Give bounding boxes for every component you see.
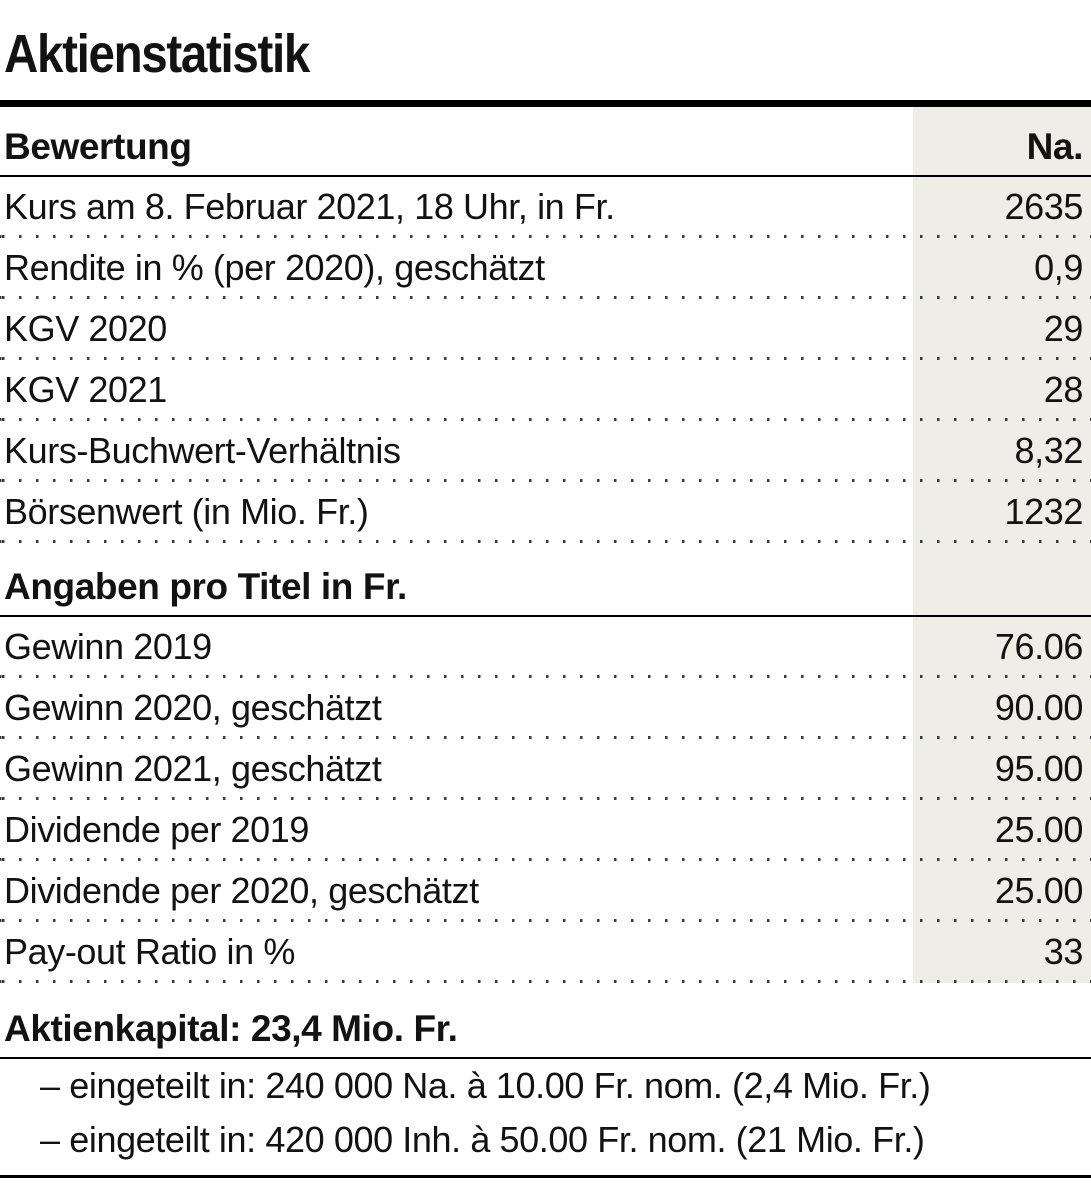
footer-note: – eingeteilt in: 240 000 Na. à 10.00 Fr.… — [40, 1065, 931, 1106]
table-row: Börsenwert (in Mio. Fr.) 1232 — [0, 482, 1091, 540]
section-header-row: Angaben pro Titel in Fr. — [0, 543, 1091, 615]
row-label: KGV 2021 — [4, 369, 167, 410]
dotted-divider — [0, 296, 1091, 299]
table-row: Pay-out Ratio in % 33 — [0, 922, 1091, 980]
row-value: 90.00 — [994, 687, 1083, 728]
dotted-divider — [0, 980, 1091, 983]
table-row: Kurs am 8. Februar 2021, 18 Uhr, in Fr. … — [0, 177, 1091, 235]
value-column-shade — [913, 107, 1091, 983]
table-row: Dividende per 2020, geschätzt 25.00 — [0, 861, 1091, 919]
row-value: 76.06 — [994, 626, 1083, 667]
footer-header: Aktienkapital: 23,4 Mio. Fr. — [4, 1008, 458, 1049]
table-row: Dividende per 2019 25.00 — [0, 800, 1091, 858]
dotted-divider — [0, 357, 1091, 360]
section-divider — [0, 175, 1091, 177]
dotted-divider — [0, 235, 1091, 238]
row-label: Kurs-Buchwert-Verhältnis — [4, 430, 401, 471]
row-label: KGV 2020 — [4, 308, 167, 349]
table-row: Gewinn 2019 76.06 — [0, 617, 1091, 675]
row-label: Pay-out Ratio in % — [4, 931, 295, 972]
column-header-na: Na. — [1026, 126, 1084, 167]
table-row: Gewinn 2021, geschätzt 95.00 — [0, 739, 1091, 797]
top-rule — [0, 100, 1091, 107]
row-label: Kurs am 8. Februar 2021, 18 Uhr, in Fr. — [4, 186, 615, 227]
dotted-divider — [0, 418, 1091, 421]
row-label: Dividende per 2020, geschätzt — [4, 870, 479, 911]
row-value: 25.00 — [994, 809, 1083, 850]
dotted-divider — [0, 858, 1091, 861]
page-title: Aktienstatistik — [4, 24, 310, 85]
row-value: 0,9 — [1034, 247, 1083, 288]
footer-note: – eingeteilt in: 420 000 Inh. à 50.00 Fr… — [40, 1119, 925, 1160]
row-label: Gewinn 2021, geschätzt — [4, 748, 382, 789]
row-label: Gewinn 2019 — [4, 626, 212, 667]
row-value: 28 — [1043, 369, 1084, 410]
dotted-divider — [0, 797, 1091, 800]
row-value: 25.00 — [994, 870, 1083, 911]
title-block: Aktienstatistik — [0, 0, 1091, 100]
table-header-row: Bewertung Na. — [0, 107, 1091, 175]
row-label: Dividende per 2019 — [4, 809, 310, 850]
row-label: Börsenwert (in Mio. Fr.) — [4, 491, 369, 532]
column-header-bewertung: Bewertung — [4, 126, 192, 167]
row-value: 8,32 — [1014, 430, 1084, 471]
section-header: Angaben pro Titel in Fr. — [4, 566, 407, 607]
row-value: 29 — [1043, 308, 1084, 349]
row-label: Rendite in % (per 2020), geschätzt — [4, 247, 545, 288]
table-row: Kurs-Buchwert-Verhältnis 8,32 — [0, 421, 1091, 479]
row-value: 2635 — [1004, 186, 1084, 227]
table-row: KGV 2020 29 — [0, 299, 1091, 357]
dotted-divider — [0, 675, 1091, 678]
dotted-divider — [0, 479, 1091, 482]
footer-divider — [0, 1057, 1091, 1059]
table-row: Rendite in % (per 2020), geschätzt 0,9 — [0, 238, 1091, 296]
stats-table: Bewertung Na. Kurs am 8. Februar 2021, 1… — [0, 107, 1091, 983]
dotted-divider — [0, 919, 1091, 922]
row-value: 95.00 — [994, 748, 1083, 789]
footer-header-row: Aktienkapital: 23,4 Mio. Fr. — [0, 983, 1091, 1057]
row-value: 33 — [1043, 931, 1084, 972]
section-divider — [0, 615, 1091, 617]
row-value: 1232 — [1004, 491, 1084, 532]
table-row: KGV 2021 28 — [0, 360, 1091, 418]
row-label: Gewinn 2020, geschätzt — [4, 687, 382, 728]
dotted-divider — [0, 540, 1091, 543]
dotted-divider — [0, 736, 1091, 739]
table-row: Gewinn 2020, geschätzt 90.00 — [0, 678, 1091, 736]
footer-spacer — [0, 1167, 1091, 1175]
bottom-rule — [0, 1175, 1091, 1178]
